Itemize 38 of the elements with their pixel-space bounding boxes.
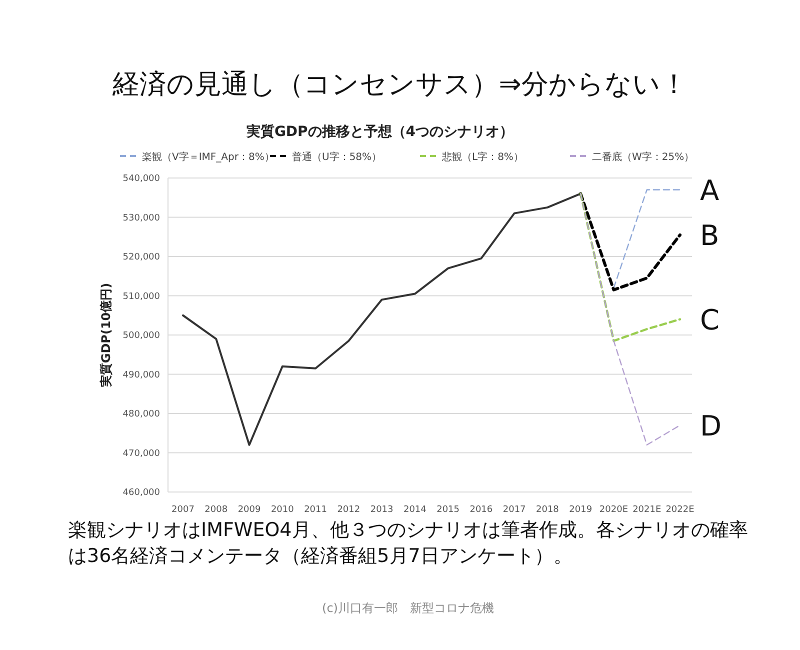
y-tick-label: 520,000	[122, 252, 160, 262]
x-tick-label: 2008	[204, 505, 228, 515]
legend-label: 楽観（V字＝IMF_Apr：8%）	[142, 151, 274, 163]
y-tick-label: 470,000	[122, 448, 160, 459]
x-tick-label: 2011	[304, 505, 327, 515]
x-tick-label: 2015	[436, 505, 460, 515]
chart-title: 経済の見通し（コンセンサス）⇒分からない！	[112, 69, 688, 100]
x-tick-label: 2010	[270, 505, 294, 515]
y-tick-label: 500,000	[122, 331, 160, 341]
x-tick-label: 2017	[502, 505, 526, 515]
legend-label: 普通（U字：58%）	[292, 151, 382, 163]
y-tick-label: 490,000	[122, 370, 160, 380]
y-tick-label: 540,000	[122, 174, 160, 184]
annotation: B	[700, 218, 720, 252]
annotation: D	[700, 409, 722, 442]
x-tick-label: 2007	[172, 505, 194, 515]
y-tick-label: 530,000	[122, 213, 160, 224]
x-tick-label: 2021E	[632, 505, 662, 515]
x-tick-label: 2009	[238, 505, 261, 515]
x-tick-label: 2016	[470, 505, 493, 515]
y-tick-label: 480,000	[122, 410, 160, 420]
x-tick-label: 2012	[337, 505, 360, 515]
annotation: A	[700, 174, 720, 207]
x-tick-label: 2020E	[599, 505, 628, 515]
y-tick-label: 460,000	[122, 488, 160, 498]
x-tick-label: 2019	[569, 505, 592, 515]
chart-subtitle: 実質GDPの推移と予想（4つのシナリオ）	[246, 123, 514, 140]
legend-label: 悲観（L字：8%）	[441, 151, 524, 163]
y-tick-label: 510,000	[122, 292, 160, 302]
annotation: C	[700, 303, 720, 336]
x-tick-label: 2013	[370, 505, 394, 515]
x-tick-label: 2018	[536, 505, 560, 515]
legend-label: 二番底（W字：25%）	[592, 151, 694, 163]
y-axis-title: 実質GDP(10億円)	[99, 282, 113, 388]
x-tick-label: 2022E	[666, 505, 695, 515]
text: 楽観シナリオはIMFWEO4月、他３つのシナリオは筆者作成。各シナリオの確率は36名経済コメンテータ（経済番組5月7日アンケート）。	[68, 518, 748, 569]
text: (c)川口有一郎 新型コロナ危機	[321, 600, 495, 616]
x-tick-label: 2014	[403, 505, 427, 515]
